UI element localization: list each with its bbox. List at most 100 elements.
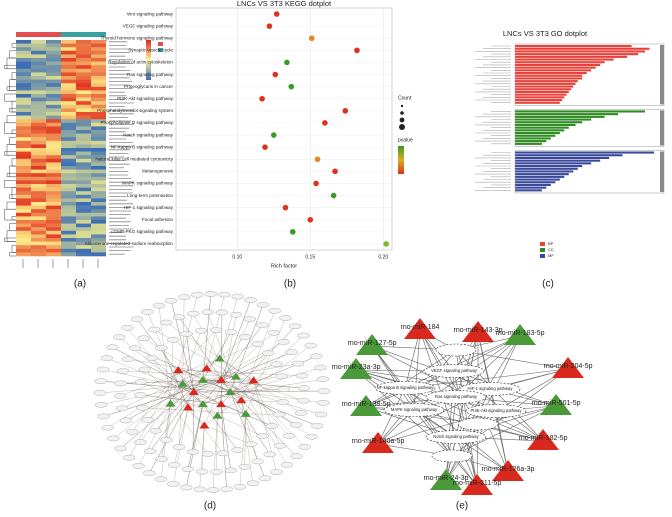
heat-cell [31,43,46,48]
heat-cell [91,241,106,246]
legend-gradient [398,146,404,174]
mirna-node [492,460,524,481]
mirna-label: rno-miR-182-5p [518,435,567,442]
heat-cell [31,248,46,253]
edge [404,329,421,389]
heat-cell [31,54,46,59]
edge [166,322,254,381]
heat-cell [46,144,61,149]
gene-node [305,433,318,440]
heat-cell [61,115,76,120]
bar [515,90,569,93]
dot [322,120,328,126]
y-tick-label: Synaptic vesicle cycle [128,48,173,53]
heat-cell [16,194,31,199]
heat-cell [76,191,91,196]
dot [288,83,295,90]
edge [253,380,281,446]
heat-cell [31,184,46,188]
heat-cell [16,252,31,257]
gene-node [231,293,244,300]
heat-cell [46,43,61,48]
gene-node [267,329,281,336]
y-tick-label: NF-kappa B signaling pathway [111,144,174,149]
heat-cell [46,151,61,156]
pathway-label: MAPK signaling pathway [391,407,438,412]
edge [202,404,238,451]
heat-cell [16,187,31,192]
gene-node [93,390,107,396]
heat-cell [61,72,76,77]
heat-cell [91,101,106,106]
edge [125,379,203,421]
heat-cell [16,223,31,228]
heat-cell [76,58,91,62]
dendrogram [4,122,16,134]
mirna-label: rno-miR-24-3p [423,475,468,482]
edge [113,368,207,439]
heat-cell [61,94,76,98]
heat-cell [91,216,106,221]
heat-cell [76,79,91,84]
bar [515,154,623,157]
legend-size [400,104,404,108]
y-tick-label: cGMP-PKG signaling pathway [111,229,173,234]
dendrogram [6,57,16,70]
heat-cell [91,180,106,185]
gene-node [172,444,186,450]
mirna-node [248,376,259,384]
mirna-label: rno-miR-143-3p [453,327,502,334]
heat-cell [61,209,76,214]
heat-cell [61,234,76,239]
heat-cell [46,166,61,170]
heat-cell [46,227,61,232]
gene-node [121,356,135,362]
dot [266,23,273,29]
heat-cell [76,104,91,109]
heat-cell [61,166,76,170]
heat-cell [16,122,31,127]
heat-cell [46,50,61,55]
y-tick-label: Wnt signaling pathway [127,11,174,16]
bar [515,85,574,88]
bar [515,53,639,56]
heat-cell [31,205,46,210]
edge [170,403,209,455]
panel-label: (c) [542,279,554,290]
heat-cell [91,40,106,44]
heat-cell [46,184,61,188]
gene-node [233,484,247,490]
dendrogram [9,223,16,232]
gene-node [128,345,142,351]
heat-cell [31,101,46,106]
edge [204,425,251,445]
heat-cell [16,86,31,91]
mirna-node [214,354,225,362]
heat-cell [16,144,31,149]
heat-cell [91,72,106,77]
gene-node [304,342,317,349]
gene-node [256,301,270,308]
heat-cell [91,191,106,196]
heat-cell [31,169,46,174]
edge [235,376,290,436]
facet-strip [660,110,664,146]
gene-node [229,312,243,318]
edge [220,404,231,471]
heat-cell [76,108,91,113]
gene-node [251,341,264,347]
heat-cell [31,238,46,242]
edge [107,358,220,428]
heat-cell [46,238,61,242]
plot-area [175,7,393,251]
mirna-label: rno-miR-140a-5p [352,438,405,445]
heat-cell [31,252,46,257]
heat-cell [46,173,61,178]
edge [455,332,479,398]
heat-cell [91,173,106,178]
heat-cell [61,108,76,113]
heat-cell [16,227,31,232]
heat-cell [16,79,31,84]
edge [230,388,284,393]
pathway-label: NF-kappa B signaling pathway [377,385,435,390]
